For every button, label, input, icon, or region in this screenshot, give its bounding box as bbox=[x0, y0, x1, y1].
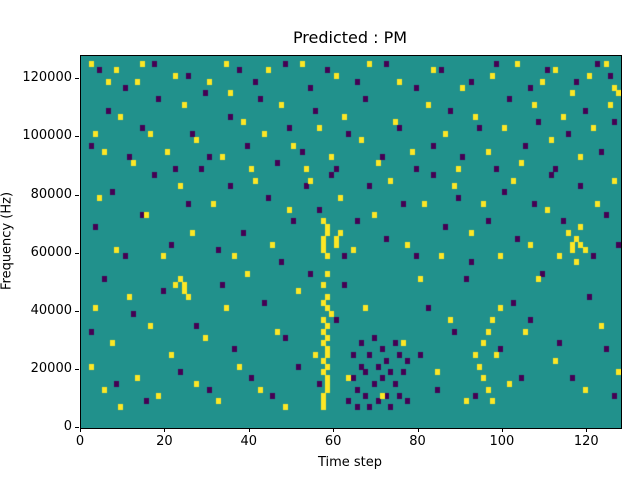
x-tick-mark bbox=[586, 428, 588, 432]
plot-area bbox=[80, 55, 622, 429]
x-tick-mark bbox=[80, 428, 81, 432]
y-tick-mark bbox=[75, 252, 79, 254]
x-tick-mark bbox=[501, 428, 503, 432]
y-tick-label: 120000 bbox=[22, 70, 72, 86]
x-tick-label: 60 bbox=[324, 434, 342, 449]
x-tick-mark bbox=[333, 428, 335, 432]
y-tick-mark bbox=[75, 78, 79, 80]
chart-title: Predicted : PM bbox=[292, 28, 408, 47]
x-tick-mark bbox=[164, 428, 166, 432]
y-tick-label: 100000 bbox=[22, 128, 72, 144]
y-tick-mark bbox=[75, 310, 79, 312]
y-tick-mark bbox=[75, 368, 79, 370]
x-tick-label: 80 bbox=[409, 434, 426, 449]
x-tick-label: 120 bbox=[573, 434, 599, 449]
y-tick-label: 0 bbox=[63, 419, 72, 434]
heatmap-canvas bbox=[81, 56, 621, 428]
x-tick-label: 20 bbox=[156, 434, 173, 449]
x-tick-mark bbox=[248, 428, 250, 432]
y-tick-mark bbox=[75, 427, 79, 428]
y-tick-label: 60000 bbox=[30, 244, 72, 260]
x-tick-label: 0 bbox=[75, 434, 85, 449]
x-tick-mark bbox=[417, 428, 419, 432]
y-tick-label: 20000 bbox=[30, 360, 72, 376]
y-tick-label: 80000 bbox=[30, 186, 72, 202]
y-tick-mark bbox=[75, 136, 79, 138]
x-tick-label: 40 bbox=[240, 434, 258, 449]
x-tick-label: 100 bbox=[489, 434, 515, 449]
y-tick-label: 40000 bbox=[30, 302, 72, 318]
y-tick-mark bbox=[75, 194, 79, 196]
y-axis-label: Frequency (Hz) bbox=[0, 191, 15, 291]
x-axis-label: Time step bbox=[317, 455, 383, 470]
